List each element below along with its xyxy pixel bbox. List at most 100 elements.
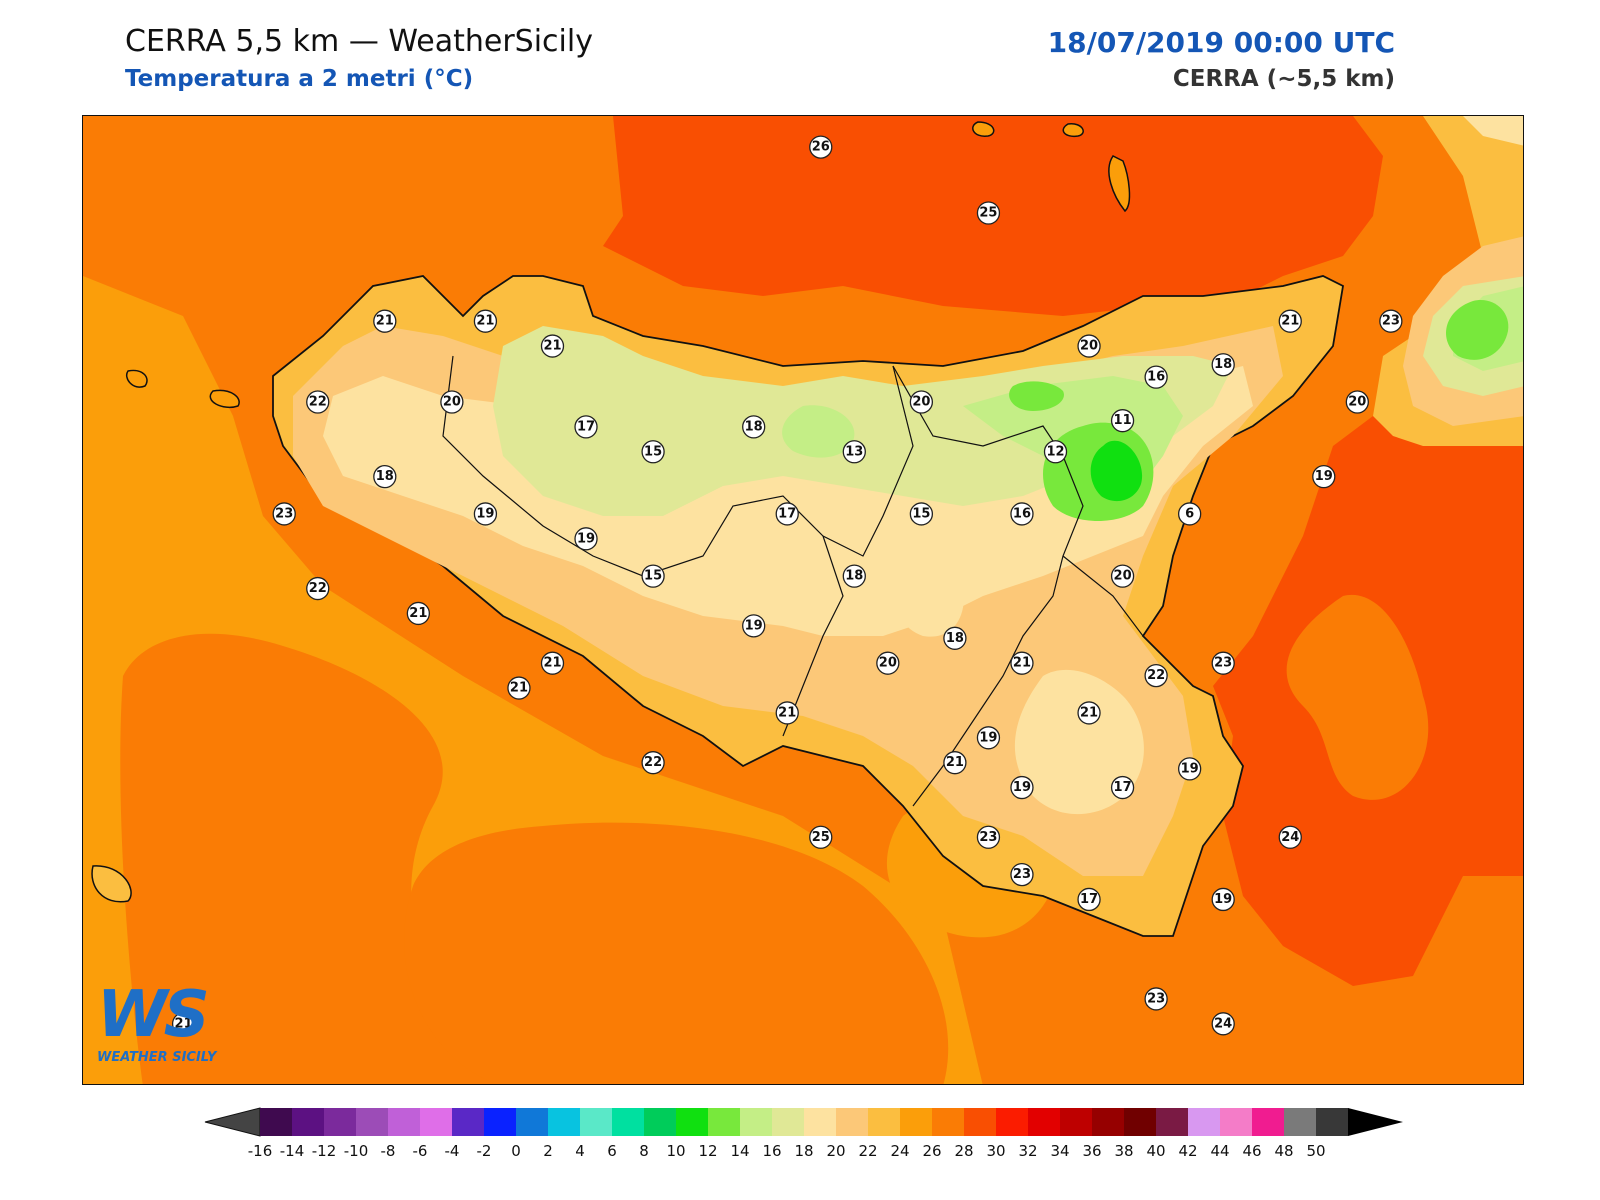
colorbar-swatch [708,1108,741,1136]
station-marker [540,334,565,358]
logo-tagline: WEATHER SICILY [97,1050,217,1065]
station-marker [943,626,967,650]
colorbar-swatch [932,1108,965,1136]
station-marker [809,825,833,849]
island-pantelleria [91,865,132,903]
station-marker [1144,365,1168,389]
station-marker [373,309,397,333]
colorbar-tick-label: 0 [511,1142,521,1160]
colorbar-tick-label: -8 [381,1142,396,1160]
station-temperature-label: 21 [1080,705,1098,720]
station-temperature-label: 22 [309,581,327,596]
province-borders-west [442,355,914,577]
station-marker [909,390,934,414]
colorbar-swatch [580,1108,613,1136]
island-alicudi [972,121,995,137]
station-temperature-label: 21 [778,705,796,720]
island-filicudi [1062,123,1084,138]
station-temperature-label: 26 [812,140,830,155]
colorbar-swatch [1188,1108,1221,1136]
station-temperature-label: 23 [1382,314,1400,329]
station-marker [943,751,967,775]
colorbar-swatch [1316,1108,1349,1136]
station-temperature-label: 21 [175,1016,193,1031]
station-temperature-label: 22 [644,755,662,770]
station-temperature-label: 19 [1013,780,1031,795]
station-marker [1144,663,1168,688]
colorbar-swatch [484,1108,517,1136]
colorbar-swatch [1252,1108,1285,1136]
colorbar-swatch [772,1108,805,1136]
station-marker [775,502,799,526]
colorbar-swatch [836,1108,869,1136]
colorbar-swatch [324,1108,357,1136]
station-marker [742,415,766,439]
province-borders-southeast [1062,555,1144,637]
colorbar-swatch [1092,1108,1125,1136]
map-title: CERRA 5,5 km — WeatherSicily [125,24,593,59]
station-marker [473,309,498,333]
station-marker [1211,1012,1235,1036]
colorbar-tick-label: -4 [445,1142,460,1160]
colorbar-tick-label: 24 [890,1142,909,1160]
station-temperature-label: 15 [644,444,662,459]
station-marker [842,440,866,464]
calabria-land-10 [1446,300,1509,360]
station-temperature-label: 21 [543,339,561,354]
station-marker [574,415,598,439]
station-temperature-label: 19 [1181,761,1199,776]
colorbar-swatch [260,1108,293,1136]
station-temperature-label: 23 [1013,867,1031,882]
station-temperature-label: 6 [1185,506,1194,521]
station-temperature-label: 20 [443,395,461,410]
station-marker [1110,775,1135,800]
station-temperature-label: 23 [275,506,293,521]
sea-field-south-warm [404,822,949,1084]
colorbar-tick-label: 46 [1242,1142,1261,1160]
station-marker [1077,701,1101,725]
calabria-land-north [1463,116,1523,146]
station-temperature-label: 21 [1281,314,1299,329]
station-temperature-label: 17 [1114,780,1132,795]
station-temperature-label: 13 [845,444,863,459]
station-temperature-label: 11 [1114,413,1132,428]
colorbar-tick-label: 16 [762,1142,781,1160]
station-marker [842,564,866,588]
station-temperature-label: 19 [476,506,494,521]
station-marker [306,576,330,601]
station-temperature-label: 21 [543,656,561,671]
station-temperature-label: 12 [1046,444,1064,459]
colorbar-tick-label: 12 [698,1142,717,1160]
colorbar-tick-label: 18 [794,1142,813,1160]
colorbar-swatch [676,1108,709,1136]
colorbar-tick-label: 30 [986,1142,1005,1160]
station-marker [574,527,598,551]
island-lipari [1108,155,1131,213]
station-marker [272,502,296,526]
station-marker [976,825,1001,849]
map-subtitle: Temperatura a 2 metri (°C) [125,66,474,92]
colorbar-tick-label: 50 [1306,1142,1325,1160]
colorbar-tick-label: 22 [858,1142,877,1160]
station-temperature-label: 19 [1214,892,1232,907]
station-marker [1010,775,1034,800]
colorbar-tick-label: 2 [543,1142,553,1160]
colorbar-over-arrow [1348,1108,1403,1136]
colorbar-swatch [1028,1108,1061,1136]
colorbar-swatch [292,1108,325,1136]
land-temp-10-12-nebrodi [1009,381,1064,411]
colorbar-tick-label: 28 [954,1142,973,1160]
station-marker [1077,334,1101,358]
station-temperature-label: 21 [510,681,528,696]
station-temperature-label: 20 [879,656,897,671]
station-temperature-label: 23 [1214,656,1232,671]
station-marker [1077,887,1101,912]
colorbar-swatch [1124,1108,1157,1136]
colorbar-swatch [1220,1108,1253,1136]
station-marker [641,751,665,775]
colorbar-tick-label: -12 [312,1142,337,1160]
model-label: CERRA (~5,5 km) [1172,66,1395,92]
station-marker [1178,502,1202,526]
station-marker [1110,564,1135,588]
station-marker [1278,309,1302,333]
